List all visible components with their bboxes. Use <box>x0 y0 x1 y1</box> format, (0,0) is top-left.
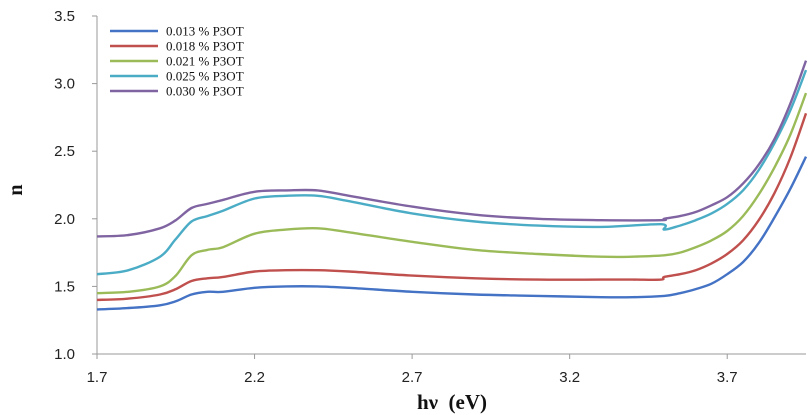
series-line <box>96 156 808 311</box>
x-axis-title: hν (eV) <box>417 390 487 414</box>
y-axis-ticks: 1.0 1.5 2.0 2.5 3.0 3.5 <box>54 8 97 363</box>
legend-label: 0.021 % P3OT <box>166 54 244 69</box>
y-axis-title: n <box>5 184 27 195</box>
x-tick-label: 2.7 <box>402 369 423 386</box>
x-tick-label: 1.7 <box>87 369 108 386</box>
y-tick-label: 2.0 <box>54 211 75 228</box>
y-tick-label: 3.5 <box>54 8 75 25</box>
legend-label: 0.030 % P3OT <box>166 84 244 99</box>
series-line <box>96 112 808 302</box>
x-tick-label: 3.7 <box>717 369 738 386</box>
series-line <box>96 60 808 238</box>
series-line <box>96 69 808 276</box>
y-tick-label: 2.5 <box>54 143 75 160</box>
legend-label: 0.018 % P3OT <box>166 39 244 54</box>
series-line <box>96 92 808 295</box>
x-axis-ticks: 1.7 2.2 2.7 3.2 3.7 <box>87 354 738 386</box>
plot-area <box>96 16 806 355</box>
y-tick-label: 1.5 <box>54 278 75 295</box>
series-lines <box>96 60 808 311</box>
y-tick-label: 3.0 <box>54 76 75 93</box>
x-tick-label: 2.2 <box>244 369 265 386</box>
legend-label: 0.025 % P3OT <box>166 69 244 84</box>
x-tick-label: 3.2 <box>559 369 580 386</box>
y-tick-label: 1.0 <box>54 346 75 363</box>
legend-label: 0.013 % P3OT <box>166 24 244 39</box>
